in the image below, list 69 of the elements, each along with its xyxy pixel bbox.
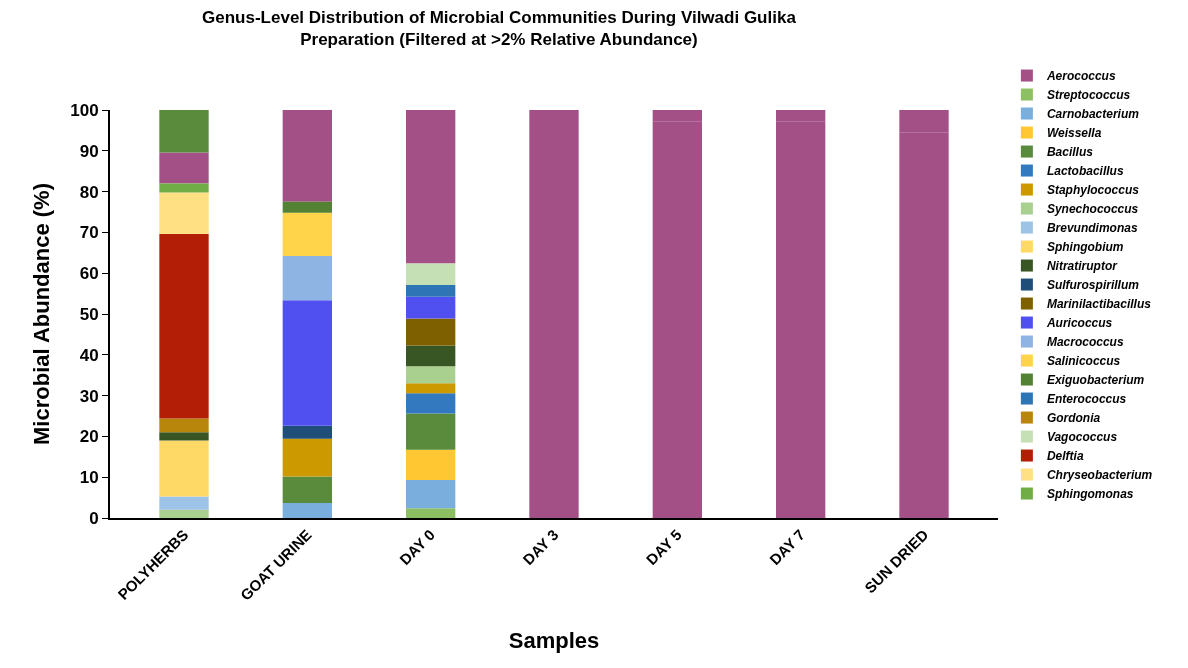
bar [159,192,209,235]
legend-label: Chryseobacterium [1046,468,1153,483]
legend-label: Sphingomonas [1046,487,1134,502]
bar [282,425,332,439]
legend-label: Carnobacterium [1046,107,1140,122]
bar [282,212,332,257]
bar [159,152,209,184]
legend-label: Streptococcus [1046,88,1131,103]
y-tick-label: 90 [79,141,99,161]
bar [406,110,456,264]
legend-label: Delftia [1046,449,1084,464]
x-axis-title: Samples [508,628,600,654]
bar [159,496,209,510]
y-tick-label: 30 [79,386,99,406]
y-tick-label: 0 [89,508,99,528]
bar [406,449,456,481]
bar [406,413,456,450]
bar [159,440,209,497]
legend-label: Macrococcus [1046,335,1124,350]
bar [159,418,209,433]
bar [282,256,332,301]
legend-label: Enterococcus [1046,392,1127,407]
bar [282,502,332,518]
bar [406,383,456,394]
legend-label: Auricoccus [1045,316,1113,331]
y-tick-label: 100 [70,100,99,120]
bar [159,183,209,193]
legend-label: Gordonia [1046,411,1101,426]
bar [282,110,332,202]
legend-label: Nitratiruptor [1046,259,1119,274]
y-tick-label: 20 [79,427,99,447]
legend-label: Sphingobium [1046,240,1124,255]
chart-title: Genus-Level Distribution of Microbial Communities During Vilwadi Gulika Preparation (Filtered at >2% Relative Abundance) [202,8,797,50]
y-tick-label: 50 [79,304,99,324]
bar [406,366,456,384]
legend-label: Staphylococcus [1046,183,1140,198]
y-tick-label: 70 [79,223,99,243]
legend-label: Salinicoccus [1046,354,1121,369]
legend-label: Lactobacillus [1046,164,1124,179]
legend-label: Weissella [1046,126,1102,141]
y-axis-title: Microbial Abundance (%) [28,183,54,445]
legend-label: Synechococcus [1046,202,1139,217]
bar [406,345,456,367]
legend-label: Bacillus [1046,145,1094,160]
legend-label: Sulfurospirillum [1046,278,1140,293]
bar [159,234,209,419]
legend-label: Exiguobacterium [1046,373,1145,388]
legend-label: Brevundimonas [1046,221,1138,236]
bar [406,296,456,319]
bar [406,480,456,509]
legend-label: Vagococcus [1046,430,1118,445]
bar [159,110,209,153]
y-tick-label: 60 [79,264,99,284]
bar [406,285,456,297]
y-tick-label: 80 [79,182,99,202]
bar [282,438,332,477]
legend-label: Aerococcus [1045,69,1116,84]
y-tick-label: 10 [79,468,99,488]
bar [406,318,456,346]
bar [406,393,456,414]
bar [282,201,332,213]
bar [282,300,332,426]
bar [159,432,209,441]
bar [406,263,456,286]
bar [282,476,332,503]
bar [406,508,456,518]
legend-label: Marinilactibacillus [1046,297,1152,312]
bar [159,509,209,518]
y-tick-label: 40 [79,345,99,365]
